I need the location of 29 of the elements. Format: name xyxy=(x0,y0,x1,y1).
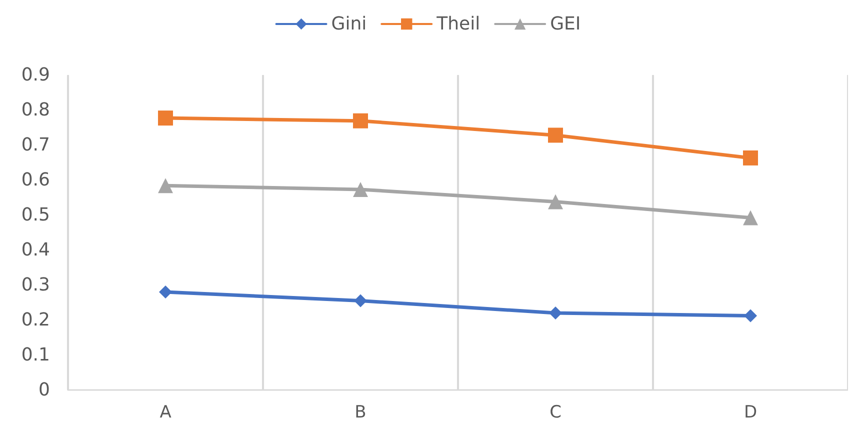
point xyxy=(158,110,173,126)
x-tick-label: D xyxy=(744,402,758,422)
point xyxy=(353,113,368,128)
point xyxy=(158,178,173,194)
y-tick-label: 0.5 xyxy=(21,204,50,226)
point xyxy=(743,150,758,166)
point xyxy=(548,128,563,143)
point xyxy=(549,306,562,320)
y-tick-label: 0.1 xyxy=(21,344,50,366)
legend-label: Gini xyxy=(331,14,367,34)
x-tick-label: B xyxy=(354,402,366,422)
y-tick-label: 0.8 xyxy=(21,100,50,120)
x-tick-label: C xyxy=(550,402,562,422)
point xyxy=(744,309,757,322)
point xyxy=(159,286,172,298)
y-tick-label: 0 xyxy=(38,380,50,400)
legend-label: GEI xyxy=(550,14,581,34)
point xyxy=(353,182,368,197)
point xyxy=(743,210,758,226)
y-tick-label: 0.2 xyxy=(21,310,50,330)
y-tick-label: 0.3 xyxy=(21,274,50,296)
y-tick-label: 0.6 xyxy=(21,170,50,190)
y-tick-label: 0.7 xyxy=(21,134,50,156)
point xyxy=(548,194,563,210)
legend-label: Theil xyxy=(436,14,480,34)
x-tick-label: A xyxy=(160,402,172,422)
y-tick-label: 0.9 xyxy=(21,64,50,86)
y-tick-label: 0.4 xyxy=(21,240,50,260)
point xyxy=(354,294,367,308)
